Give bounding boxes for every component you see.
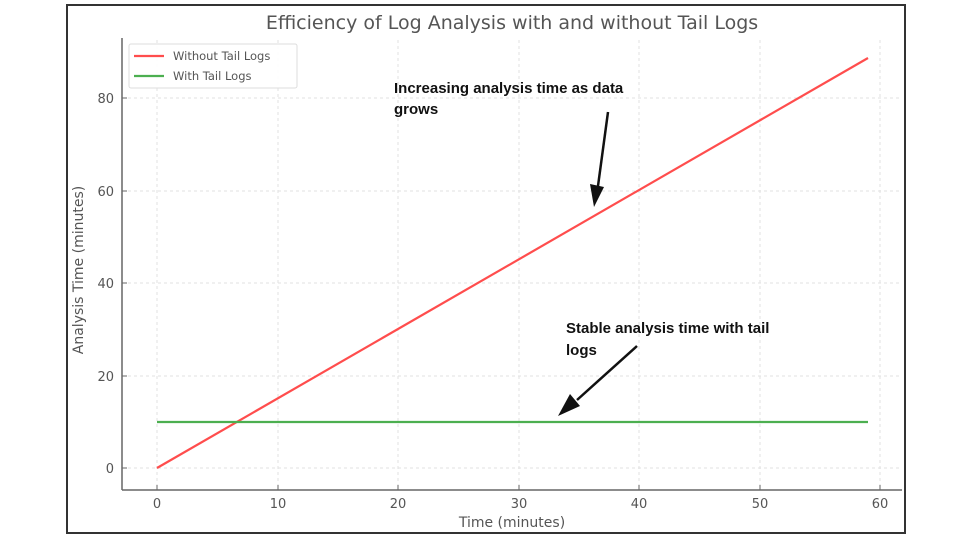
x-axis-label: Time (minutes): [458, 515, 565, 531]
x-tick-label: 40: [631, 497, 648, 512]
annotation-arrow-shaft: [596, 111, 610, 187]
y-axis-label: Analysis Time (minutes): [71, 186, 87, 354]
x-tick-label: 10: [270, 497, 287, 512]
annotation-text: logs: [566, 342, 597, 359]
x-tick-label: 20: [390, 497, 407, 512]
annotation-stable: Stable analysis time with tail logs: [558, 320, 769, 416]
y-tick-label: 40: [97, 277, 114, 292]
grid-horizontal: [122, 97, 902, 469]
x-tick-labels: 0 10 20 30 40 50 60: [153, 497, 888, 512]
series-without-tail-logs: [156, 57, 869, 469]
annotation-text: grows: [394, 101, 438, 118]
annotation-text: Increasing analysis time as data: [394, 80, 624, 97]
y-tick-labels: 0 20 40 60 80: [97, 92, 114, 477]
legend-box: [128, 43, 298, 89]
annotation-text: Stable analysis time with tail: [566, 320, 769, 337]
x-tick-label: 50: [752, 497, 769, 512]
y-tick-marks: [122, 97, 127, 469]
y-tick-label: 20: [97, 370, 114, 385]
y-tick-label: 60: [97, 185, 114, 200]
legend-label: Without Tail Logs: [173, 49, 270, 63]
x-tick-marks: [156, 485, 881, 490]
y-tick-label: 0: [106, 462, 114, 477]
x-tick-label: 60: [872, 497, 889, 512]
arrow-head-icon: [558, 394, 580, 416]
chart-title: Efficiency of Log Analysis with and with…: [266, 12, 758, 34]
arrow-head-icon: [590, 184, 604, 207]
chart-frame: [66, 4, 906, 534]
x-tick-label: 0: [153, 497, 161, 512]
annotation-increasing: Increasing analysis time as data grows: [394, 80, 624, 207]
grid-vertical: [156, 40, 881, 490]
legend-label: With Tail Logs: [173, 69, 252, 83]
annotation-arrow-shaft: [576, 345, 638, 401]
x-tick-label: 30: [511, 497, 528, 512]
y-tick-label: 80: [97, 92, 114, 107]
legend: Without Tail Logs With Tail Logs: [128, 43, 298, 89]
